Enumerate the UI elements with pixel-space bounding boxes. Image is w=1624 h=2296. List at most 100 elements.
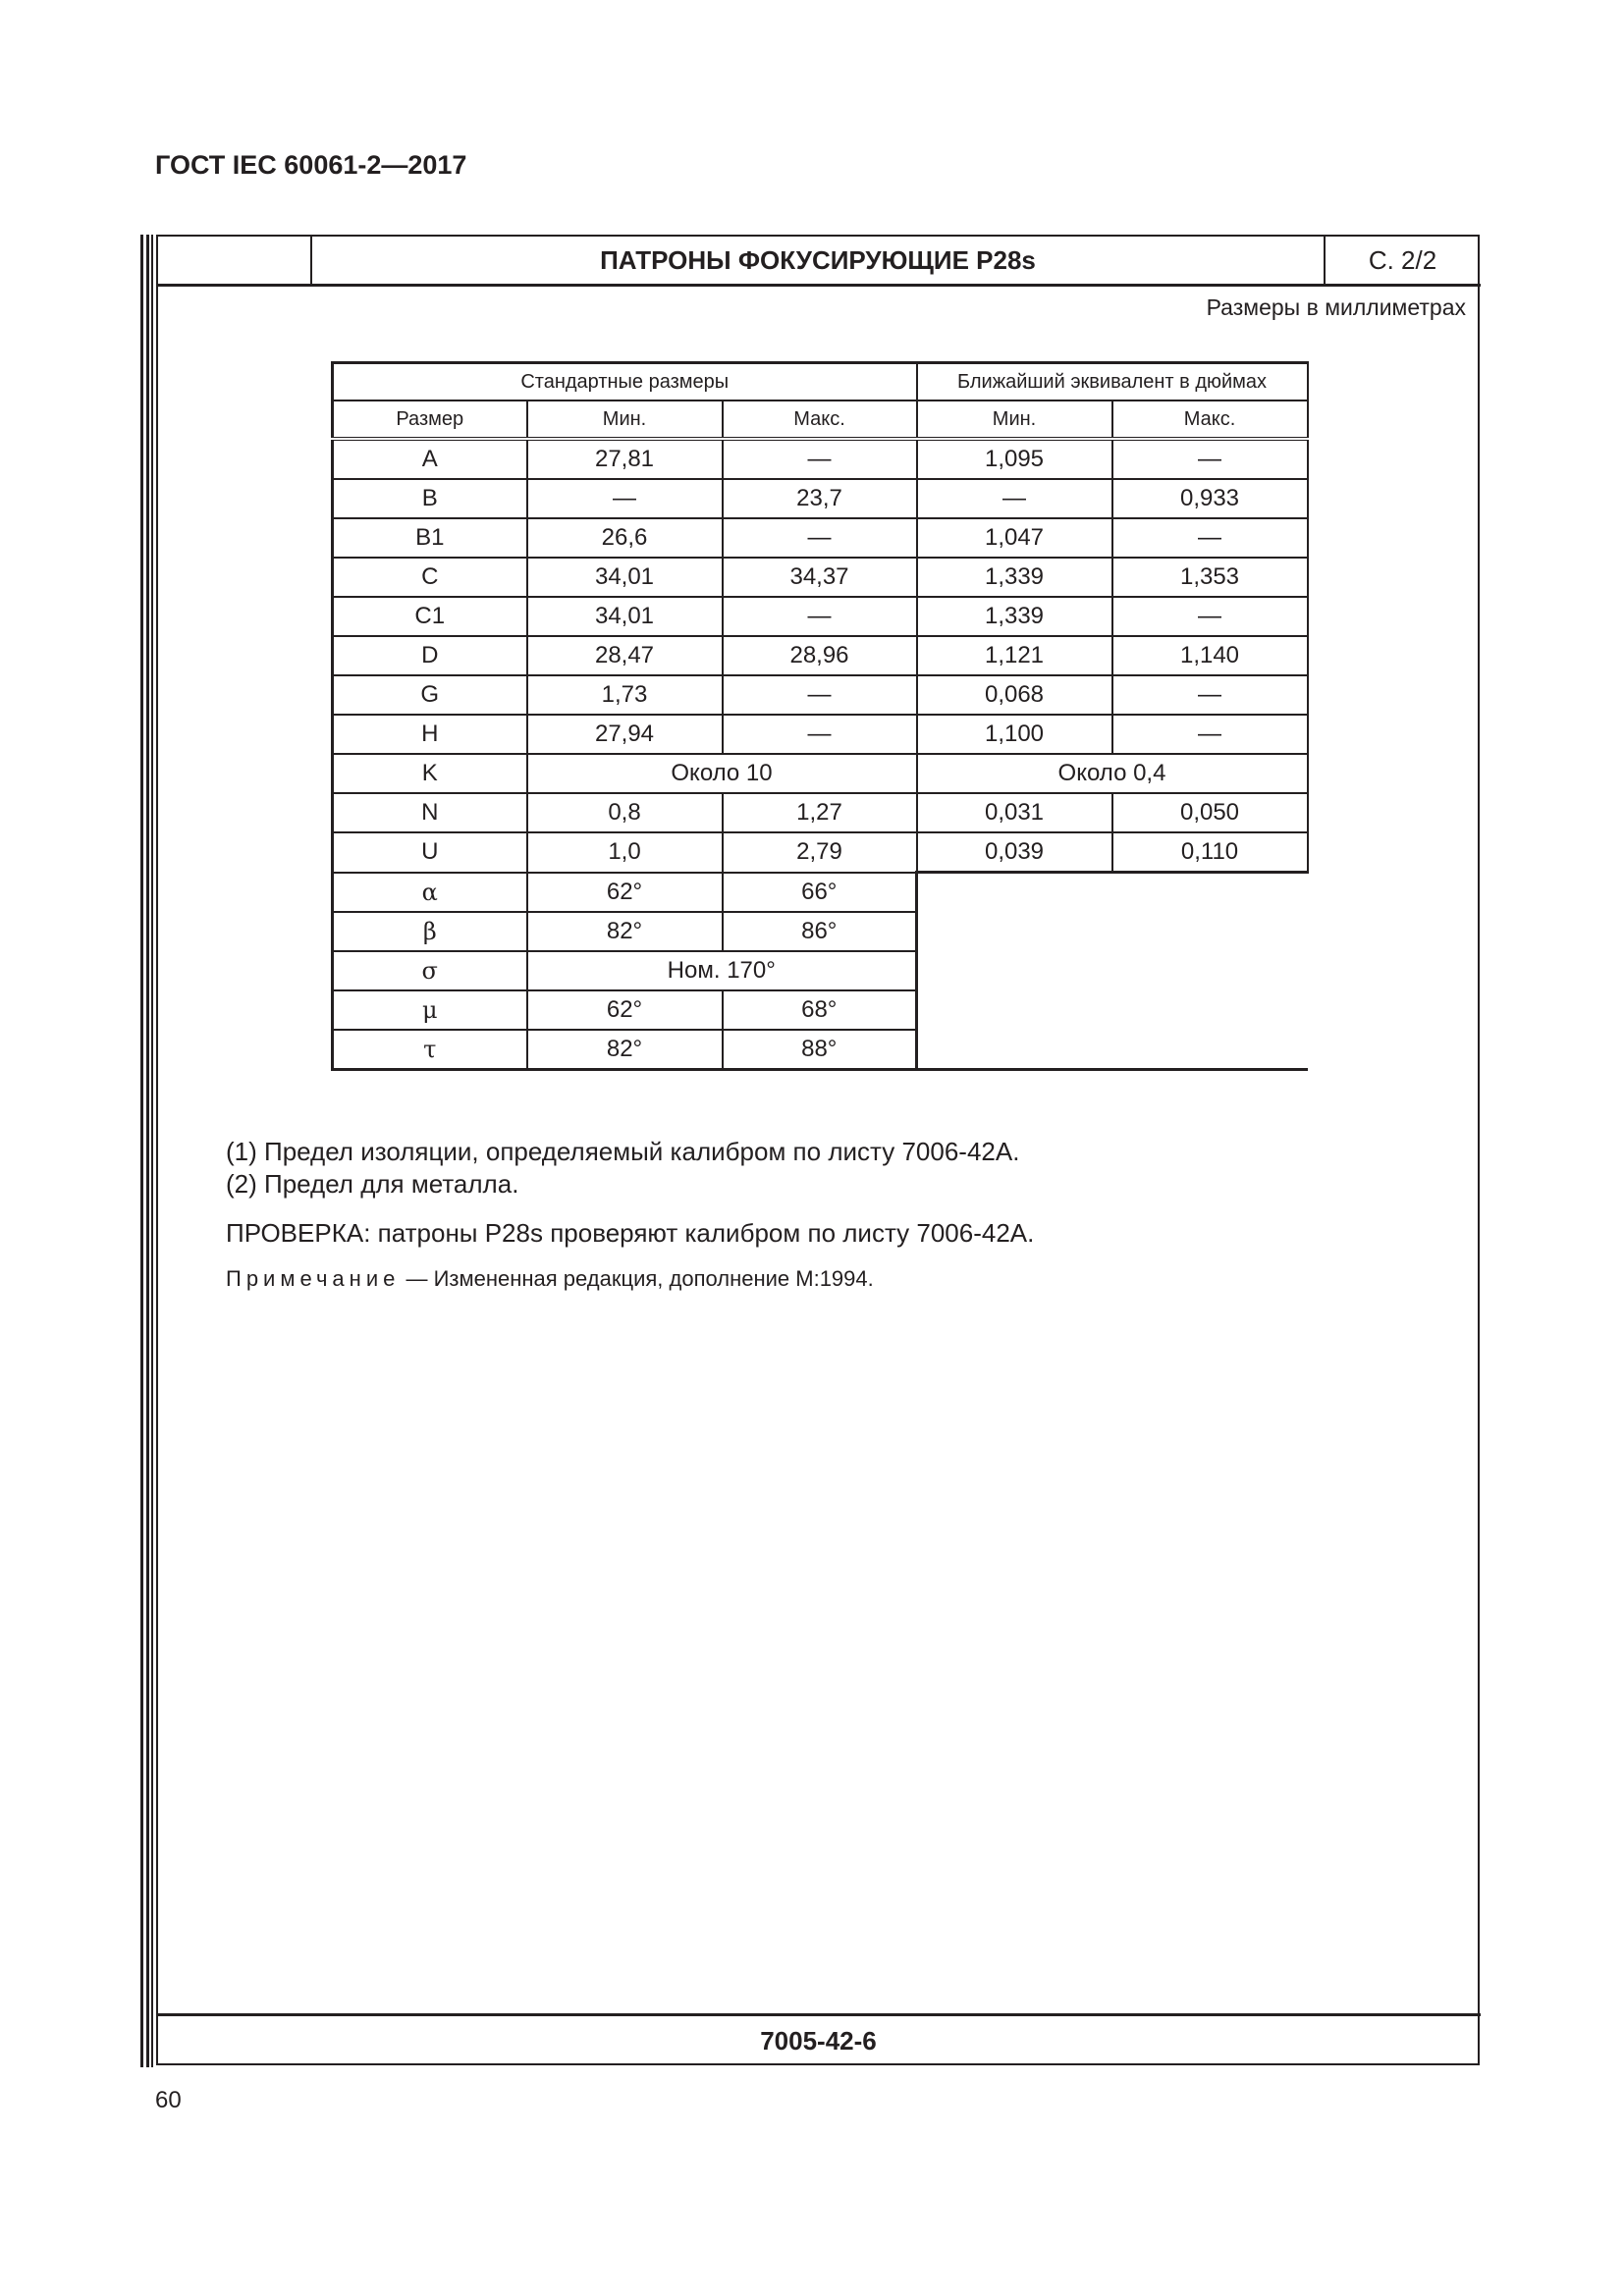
cell-in-min: 1,047: [915, 517, 1113, 559]
table-row: H 27,94—1,100—: [331, 714, 1309, 755]
table-row: A 27,81—1,095—: [331, 438, 1309, 480]
col-header-size: Размер: [331, 400, 528, 441]
cell-size: B1: [331, 517, 528, 559]
remark-dash: —: [406, 1266, 428, 1291]
table-row: D 28,47 28,96 1,121 1,140: [331, 635, 1309, 676]
col-header-in-min: Мин.: [915, 400, 1113, 441]
table-row: C1 34,01—1,339—: [331, 596, 1309, 637]
table-row: G 1,73—0,068—: [331, 674, 1309, 716]
table-row: C 34,01 34,37 1,339 1,353: [331, 557, 1309, 598]
units-note: Размеры в миллиметрах: [1206, 294, 1466, 320]
footnote-1: (1) Предел изоляции, определяемый калибр…: [226, 1137, 1020, 1166]
check-note: ПРОВЕРКА: патроны P28s проверяют калибро…: [226, 1218, 1035, 1248]
table-row: β 82° 86°: [331, 910, 1308, 952]
table-row: σ Ном. 170°: [331, 949, 1308, 991]
cell-in-max: —: [1110, 674, 1309, 716]
cell-in-max: 1,140: [1110, 635, 1309, 676]
cell-in-min: 0,031: [915, 792, 1113, 833]
cell-in-span: Около 0,4: [915, 753, 1309, 794]
cell-in-min: 1,100: [915, 714, 1113, 755]
cell-mm-max: —: [721, 714, 918, 755]
cell-size: N: [331, 792, 528, 833]
group-header-standard: Стандартные размеры: [331, 361, 918, 401]
cell-in-min: 0,068: [915, 674, 1113, 716]
cell-size: K: [331, 753, 528, 794]
table-group-header-row: Стандартные размеры Ближайший эквивалент…: [331, 361, 1309, 401]
table-row: N 0,8 1,27 0,031 0,050: [331, 792, 1309, 833]
table-row: B1 26,6—1,047—: [331, 517, 1309, 559]
cell-mm-max: 68°: [721, 988, 918, 1031]
remark-label: Примечание: [226, 1266, 401, 1291]
cell-in-min: 1,339: [915, 557, 1113, 598]
cell-in-max: —: [1110, 596, 1309, 637]
cell-mm-min: 34,01: [525, 596, 724, 637]
cell-mm-max: 66°: [721, 871, 918, 913]
empty-cell: [915, 989, 1308, 1030]
cell-in-max: 0,050: [1110, 792, 1309, 833]
cell-mm-max: 2,79: [721, 831, 918, 874]
cell-mm-max: 86°: [721, 910, 918, 952]
cell-mm-min: 34,01: [525, 557, 724, 598]
frame-margin-line: [146, 235, 149, 2067]
cell-in-max: —: [1110, 517, 1309, 559]
empty-cell: [915, 911, 1308, 951]
cell-mm-max: —: [721, 438, 918, 480]
cell-in-max: 1,353: [1110, 557, 1309, 598]
cell-mm-span: Ном. 170°: [525, 949, 918, 991]
dimensions-table: Стандартные размеры Ближайший эквивалент…: [331, 361, 1309, 1071]
cell-mm-min: —: [525, 478, 724, 519]
empty-cell: [915, 950, 1308, 990]
sheet-page: С. 2/2: [1368, 245, 1437, 275]
cell-mm-max: 1,27: [721, 792, 918, 833]
cell-mm-min: 26,6: [525, 517, 724, 559]
cell-size: α: [331, 871, 528, 913]
footnote-2: (2) Предел для металла.: [226, 1169, 519, 1199]
cell-size: μ: [331, 988, 528, 1031]
table-row: B —23,7—0,933: [331, 478, 1309, 519]
cell-in-min: 0,039: [915, 831, 1113, 874]
cell-size: σ: [331, 949, 528, 991]
cell-size: β: [331, 910, 528, 952]
document-id: ГОСТ IEC 60061-2—2017: [155, 150, 467, 180]
cell-size: U: [331, 831, 528, 874]
table-row: τ 82° 88°: [331, 1028, 1308, 1070]
cell-mm-min: 27,94: [525, 714, 724, 755]
cell-in-min: 1,339: [915, 596, 1113, 637]
frame-margin-line: [151, 235, 153, 2067]
sheet-code: 7005-42-6: [760, 2026, 877, 2056]
cell-mm-min: 0,8: [525, 792, 724, 833]
cell-mm-min: 28,47: [525, 635, 724, 676]
cell-size: A: [331, 438, 528, 480]
cell-size: G: [331, 674, 528, 716]
cell-mm-min: 62°: [525, 988, 724, 1031]
cell-size: H: [331, 714, 528, 755]
table-column-header-row: Размер Мин. Макс. Мин. Макс.: [331, 400, 1309, 441]
cell-mm-max: 28,96: [721, 635, 918, 676]
footer-divider: [156, 2013, 1481, 2016]
cell-size: C1: [331, 596, 528, 637]
cell-mm-max: —: [721, 674, 918, 716]
cell-in-min: 1,121: [915, 635, 1113, 676]
cell-mm-min: 1,0: [525, 831, 724, 874]
cell-in-min: —: [915, 478, 1113, 519]
cell-mm-max: 88°: [721, 1028, 918, 1070]
col-header-mm-max: Макс.: [721, 400, 918, 441]
cell-size: B: [331, 478, 528, 519]
cell-mm-max: 34,37: [721, 557, 918, 598]
cell-mm-max: —: [721, 596, 918, 637]
cell-in-min: 1,095: [915, 438, 1113, 480]
header-divider: [1324, 235, 1326, 286]
cell-size: D: [331, 635, 528, 676]
empty-cell: [915, 1029, 1308, 1069]
table-row: K Около 10 Около 0,4: [331, 753, 1309, 794]
header-divider: [156, 284, 1481, 287]
cell-in-max: —: [1110, 714, 1309, 755]
cell-mm-span: Около 10: [525, 753, 918, 794]
cell-mm-min: 1,73: [525, 674, 724, 716]
table-row: U 1,0 2,79 0,039 0,110: [331, 831, 1309, 874]
cell-mm-max: —: [721, 517, 918, 559]
sheet-title: ПАТРОНЫ ФОКУСИРУЮЩИЕ P28s: [600, 245, 1036, 275]
table-row: μ 62° 68°: [331, 988, 1308, 1031]
cell-mm-min: 27,81: [525, 438, 724, 480]
empty-cell: [915, 871, 1308, 912]
